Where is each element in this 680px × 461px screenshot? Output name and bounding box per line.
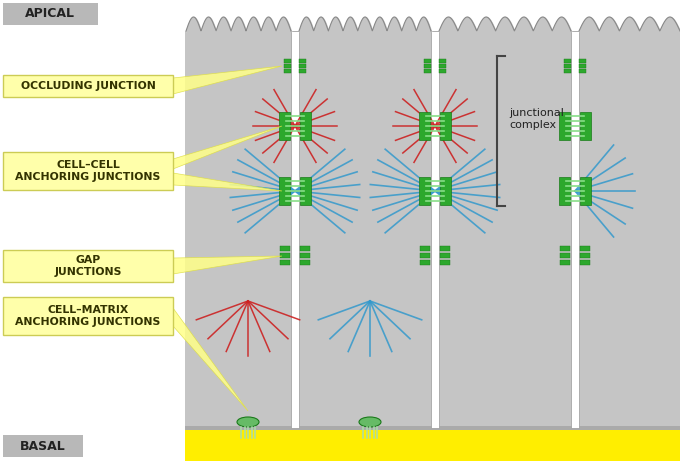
Bar	[439, 59, 446, 63]
Bar	[440, 260, 450, 265]
Bar	[420, 253, 430, 258]
Bar	[280, 253, 290, 258]
Bar	[559, 177, 570, 205]
Bar	[299, 64, 306, 68]
Polygon shape	[173, 308, 248, 411]
FancyBboxPatch shape	[3, 152, 173, 190]
Bar	[300, 246, 310, 251]
Bar	[571, 31, 579, 428]
Bar	[299, 59, 306, 63]
Bar	[564, 59, 571, 63]
Bar	[440, 177, 451, 205]
Bar	[279, 112, 290, 140]
Bar	[0, 0, 680, 31]
Bar	[3, 435, 83, 457]
Polygon shape	[173, 66, 282, 94]
FancyBboxPatch shape	[3, 250, 173, 282]
Bar	[419, 112, 430, 140]
Bar	[440, 253, 450, 258]
Ellipse shape	[359, 417, 381, 427]
Bar	[580, 260, 590, 265]
Bar	[280, 260, 290, 265]
Bar	[300, 253, 310, 258]
Bar	[0, 0, 185, 461]
Text: junctional
complex: junctional complex	[509, 108, 564, 130]
Bar	[185, 428, 680, 461]
Bar	[431, 31, 439, 428]
Bar	[0, 31, 185, 428]
Bar	[424, 69, 431, 73]
Text: BASAL: BASAL	[20, 439, 66, 453]
Bar	[291, 31, 299, 428]
Bar	[579, 59, 586, 63]
Bar	[439, 64, 446, 68]
Bar	[580, 246, 590, 251]
Bar	[579, 69, 586, 73]
Text: CELL–CELL
ANCHORING JUNCTIONS: CELL–CELL ANCHORING JUNCTIONS	[16, 160, 160, 182]
Bar	[560, 253, 570, 258]
Bar	[284, 59, 291, 63]
Text: CELL–MATRIX
ANCHORING JUNCTIONS: CELL–MATRIX ANCHORING JUNCTIONS	[16, 305, 160, 327]
Polygon shape	[173, 126, 282, 169]
Bar	[300, 112, 311, 140]
Bar	[420, 246, 430, 251]
Text: GAP
JUNCTIONS: GAP JUNCTIONS	[54, 255, 122, 277]
Bar	[564, 69, 571, 73]
Bar	[579, 64, 586, 68]
Bar	[419, 177, 430, 205]
Bar	[440, 112, 451, 140]
Bar	[559, 112, 570, 140]
Bar	[300, 177, 311, 205]
Bar	[580, 112, 591, 140]
Bar	[560, 260, 570, 265]
Text: OCCLUDING JUNCTION: OCCLUDING JUNCTION	[20, 81, 156, 91]
Bar	[580, 177, 591, 205]
Bar	[424, 64, 431, 68]
Text: APICAL: APICAL	[25, 7, 75, 20]
Bar	[299, 69, 306, 73]
Bar	[580, 253, 590, 258]
Bar	[560, 246, 570, 251]
Bar	[280, 246, 290, 251]
Bar	[439, 69, 446, 73]
Bar	[185, 426, 680, 430]
Bar	[3, 3, 98, 25]
Bar	[284, 64, 291, 68]
Ellipse shape	[237, 417, 259, 427]
Bar	[185, 31, 680, 428]
FancyBboxPatch shape	[3, 297, 173, 335]
Bar	[424, 59, 431, 63]
Polygon shape	[173, 256, 282, 274]
Bar	[300, 260, 310, 265]
Bar	[564, 64, 571, 68]
Bar	[440, 246, 450, 251]
Bar	[420, 260, 430, 265]
Polygon shape	[173, 173, 282, 191]
Bar	[279, 177, 290, 205]
Bar	[284, 69, 291, 73]
FancyBboxPatch shape	[3, 75, 173, 97]
